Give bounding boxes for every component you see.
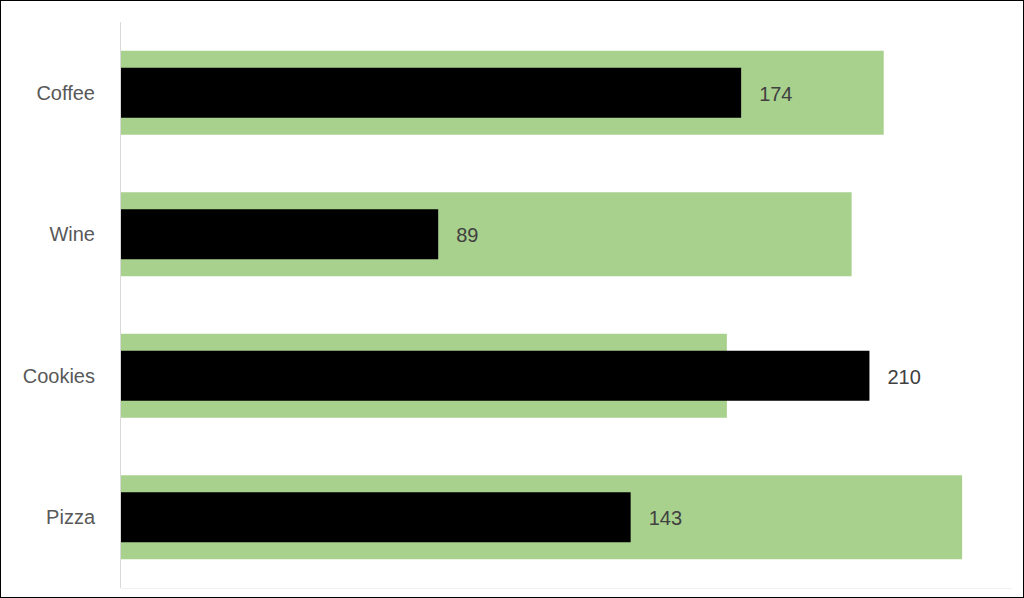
category-label: Coffee <box>36 82 95 104</box>
data-label: 210 <box>887 366 920 388</box>
image-border <box>1 1 1024 598</box>
value-axis-line <box>121 588 1012 589</box>
bar <box>121 209 438 259</box>
plot-area <box>121 51 962 560</box>
bar <box>121 351 869 401</box>
bar <box>121 475 962 559</box>
bar <box>121 192 852 276</box>
bar <box>121 68 741 118</box>
bar <box>121 51 884 135</box>
category-label: Pizza <box>46 506 96 528</box>
category-label: Cookies <box>23 365 95 387</box>
chart: Coffee Wine Cookies Pizza 174 89 210 143 <box>0 0 1024 598</box>
category-label: Wine <box>49 223 95 245</box>
data-label: 143 <box>649 507 682 529</box>
bar <box>121 492 631 542</box>
data-label: 89 <box>456 224 478 246</box>
category-axis-line <box>120 22 121 588</box>
data-label: 174 <box>759 83 792 105</box>
